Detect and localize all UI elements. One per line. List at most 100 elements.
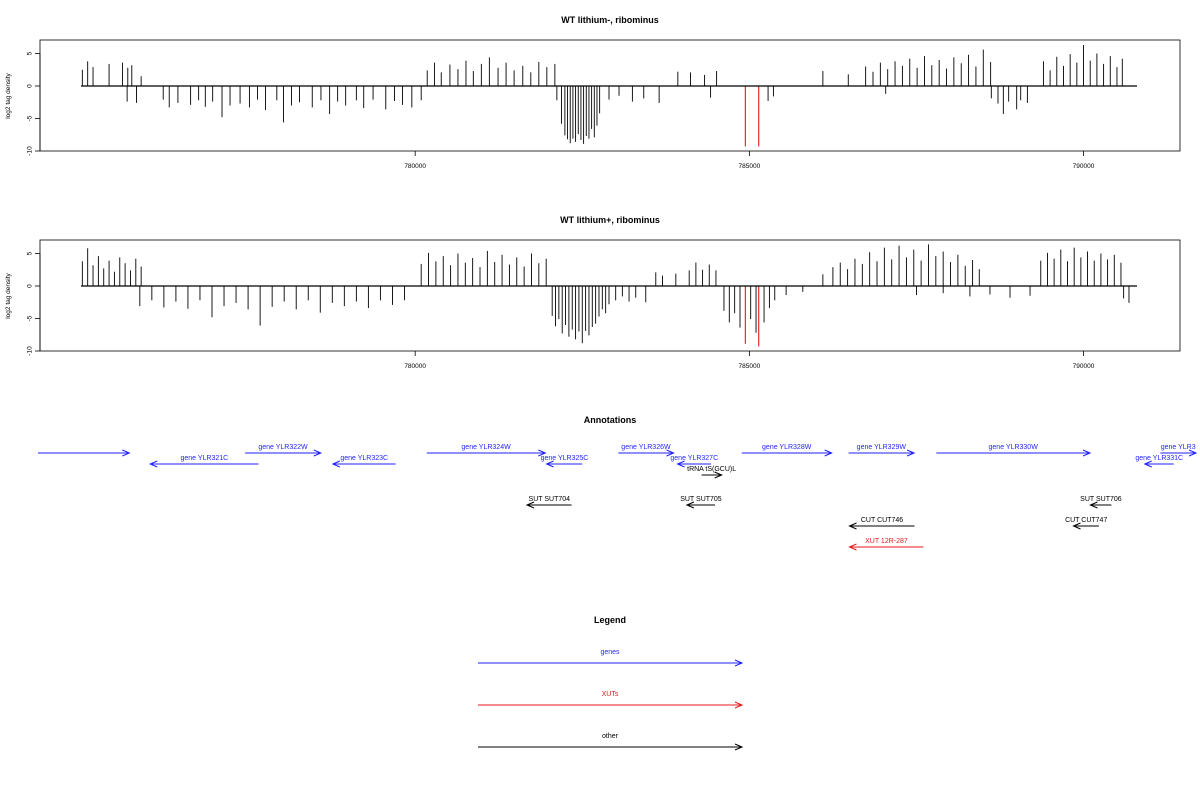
annotation-gene <box>331 460 396 468</box>
arrow-head <box>1082 449 1092 457</box>
x-tick-label: 780000 <box>404 363 426 370</box>
annotation-label: SUT SUT706 <box>1080 496 1122 503</box>
y-tick-label: 0 <box>27 84 34 88</box>
annotation-gene <box>1160 449 1198 457</box>
annotation-label: gene YLR323C <box>340 455 388 462</box>
y-axis-label: log2 tag density <box>5 272 12 318</box>
arrow-head <box>666 449 675 457</box>
y-tick-label: 5 <box>27 251 34 255</box>
arrow-head <box>1072 522 1081 530</box>
y-tick-label: -5 <box>27 115 34 121</box>
annotation-gene <box>148 460 259 468</box>
y-axis-label: log2 tag density <box>5 72 12 118</box>
arrow-head <box>148 460 158 468</box>
annotations-title: Annotations <box>584 415 637 425</box>
x-axis: 780000 785000 790000 <box>404 351 1095 370</box>
arrow-head <box>1143 460 1152 468</box>
density-panel-lithium-minus: WT lithium-, ribominus log2 tag density … <box>5 15 1181 170</box>
arrow-head <box>545 460 554 468</box>
annotation-gene <box>848 449 916 457</box>
annotation-label: gene YLR330W <box>989 444 1039 451</box>
annotation-other <box>1072 522 1099 530</box>
x-tick-label: 790000 <box>1073 163 1095 170</box>
arrow-head <box>122 449 131 457</box>
y-axis: -10 -5 0 5 <box>27 251 41 356</box>
annotation-label: SUT SUT704 <box>529 496 571 503</box>
annotation-gene <box>545 460 583 468</box>
legend-arrow <box>478 743 744 751</box>
arrow-head <box>734 701 744 709</box>
legend-entries: genes XUTs other <box>478 649 744 751</box>
annotation-items: gene YLR321C gene YLR322W gene YLR323C gene… <box>38 444 1198 551</box>
arrow-head <box>1188 449 1198 457</box>
density-bars <box>81 244 1130 347</box>
legend: Legend genes XUTs other <box>478 615 744 751</box>
arrow-head <box>685 501 695 509</box>
annotation-label: SUT SUT705 <box>680 496 722 503</box>
annotation-label: gene YLR3 <box>1161 444 1196 451</box>
annotation-label: gene YLR322W <box>258 444 308 451</box>
legend-title: Legend <box>594 615 626 625</box>
y-tick-label: -10 <box>27 346 34 356</box>
annotation-other <box>685 501 715 509</box>
y-tick-label: -10 <box>27 146 34 156</box>
annotation-gene <box>936 449 1092 457</box>
annotation-label: gene YLR324W <box>461 444 511 451</box>
arrow-head <box>848 543 857 551</box>
density-panel-lithium-plus: WT lithium+, ribominus log2 tag density … <box>5 215 1181 370</box>
annotation-other <box>1089 501 1112 509</box>
annotation-other <box>848 522 915 530</box>
arrow-head <box>331 460 341 468</box>
panel-title: WT lithium-, ribominus <box>561 15 659 25</box>
annotation-label: gene YLR327C <box>670 455 718 462</box>
annotation-label: CUT CUT746 <box>861 517 903 524</box>
x-axis: 780000 785000 790000 <box>404 151 1095 170</box>
plot-frame <box>39 239 1181 352</box>
arrow-head <box>734 659 744 667</box>
y-tick-label: 5 <box>27 51 34 55</box>
annotation-gene <box>676 460 711 468</box>
arrow-head <box>676 460 685 468</box>
x-tick-label: 790000 <box>1073 363 1095 370</box>
annotation-gene <box>1143 460 1174 468</box>
annotation-label: gene YLR329W <box>857 444 907 451</box>
legend-label: XUTs <box>602 691 619 698</box>
density-bars <box>81 45 1123 147</box>
annotation-label: CUT CUT747 <box>1065 517 1107 524</box>
x-tick-label: 785000 <box>739 363 761 370</box>
annotation-xut <box>848 543 924 551</box>
annotation-gene <box>245 449 323 457</box>
arrow-head <box>714 471 723 479</box>
arrow-head <box>1089 501 1098 509</box>
annotation-label: tRNA tS(GCU)L <box>687 466 736 473</box>
arrow-head <box>313 449 323 457</box>
annotation-gene <box>618 449 675 457</box>
legend-arrow <box>478 701 744 709</box>
legend-label: other <box>602 733 619 740</box>
arrow-head <box>824 449 833 457</box>
arrow-head <box>525 501 535 509</box>
arrow-head <box>848 522 857 530</box>
annotation-label: XUT 12R-287 <box>865 538 908 545</box>
annotation-other <box>701 471 723 479</box>
arrow-head <box>734 743 744 751</box>
annotation-label: gene YLR331C <box>1135 455 1183 462</box>
legend-arrow <box>478 659 744 667</box>
arrow-head <box>538 449 547 457</box>
annotation-other <box>525 501 572 509</box>
annotation-label: gene YLR328W <box>762 444 812 451</box>
annotation-gene <box>38 449 131 457</box>
y-tick-label: 0 <box>27 284 34 288</box>
y-tick-label: -5 <box>27 315 34 321</box>
annotation-gene <box>741 449 833 457</box>
annotation-gene <box>426 449 547 457</box>
annotation-label: gene YLR325C <box>541 455 589 462</box>
panel-title: WT lithium+, ribominus <box>560 215 660 225</box>
arrow-head <box>906 449 916 457</box>
annotation-label: gene YLR326W <box>621 444 671 451</box>
x-tick-label: 785000 <box>739 163 761 170</box>
legend-label: genes <box>600 649 620 656</box>
x-tick-label: 780000 <box>404 163 426 170</box>
y-axis: -10 -5 0 5 <box>27 51 41 156</box>
